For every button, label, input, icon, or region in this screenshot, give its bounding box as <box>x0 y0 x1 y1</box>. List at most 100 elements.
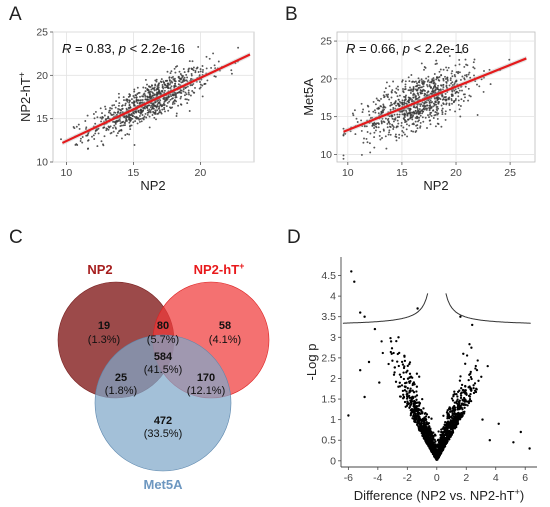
panel-b-point <box>388 129 391 132</box>
panel-a-point <box>183 71 186 74</box>
panel-b-point <box>406 135 409 138</box>
panel-a-point <box>136 93 139 95</box>
panel-b-point <box>385 147 388 150</box>
panel-b-ytick-label: 20 <box>320 73 332 85</box>
panel-d-point <box>400 384 404 387</box>
panel-d-point <box>452 420 456 423</box>
panel-a-point <box>151 94 154 97</box>
panel-a-point <box>172 78 175 81</box>
panel-d-point <box>428 425 431 428</box>
panel-b-point <box>396 113 399 116</box>
panel-d-point <box>467 401 470 404</box>
panel-d-point <box>422 407 425 410</box>
panel-a-point <box>190 72 193 75</box>
panel-b-point <box>428 94 431 97</box>
panel-d-ytick-label: 0.5 <box>321 435 336 447</box>
panel-a-point <box>206 79 209 82</box>
panel-a-point <box>170 80 173 83</box>
panel-b-point <box>407 107 410 110</box>
panel-b-point <box>458 108 461 111</box>
panel-d-point <box>465 354 469 357</box>
panel-b-point <box>425 99 428 102</box>
panel-a-point <box>182 79 185 82</box>
panel-b-point <box>401 130 404 132</box>
panel-b-point <box>380 122 383 125</box>
panel-b-point <box>409 86 411 89</box>
panel-b-point <box>429 123 432 126</box>
panel-d-point <box>441 432 444 435</box>
panel-a-point <box>178 70 181 73</box>
panel-a-point <box>119 120 121 122</box>
panel-d-point <box>459 394 463 397</box>
panel-b-point <box>421 90 424 92</box>
panel-b-point <box>398 104 401 107</box>
panel-a-point <box>124 102 127 105</box>
panel-a-point <box>128 121 131 124</box>
panel-a-point <box>109 112 112 115</box>
panel-b-letter: B <box>285 4 298 25</box>
panel-d-outlier-point <box>363 395 366 399</box>
panel-b-point <box>458 71 461 74</box>
panel-d-point <box>401 363 405 366</box>
panel-a-point <box>179 103 182 106</box>
panel-d-outlier-point <box>528 447 531 450</box>
panel-b-point <box>416 82 418 85</box>
panel-d-threshold-curve-right <box>445 293 531 324</box>
panel-d-point <box>416 422 419 425</box>
panel-b-point <box>468 71 471 74</box>
panel-b-point <box>450 82 453 85</box>
panel-b-point <box>404 80 407 83</box>
venn-label-np2-ht: NP2-hT+ <box>194 261 245 277</box>
panel-a-point <box>153 116 156 119</box>
panel-b-point <box>412 87 415 90</box>
panel-d-point <box>437 430 440 433</box>
panel-a-point <box>152 96 155 99</box>
panel-b-point <box>373 146 376 149</box>
panel-a-point <box>168 100 171 103</box>
panel-a-point <box>142 86 145 89</box>
venn-count-np2ht-met5a: 170 <box>197 372 215 384</box>
panel-d-point <box>426 435 429 438</box>
panel-b-point <box>418 84 421 87</box>
panel-b-point <box>411 98 413 101</box>
panel-b-point <box>402 91 405 94</box>
panel-a-point <box>128 118 131 121</box>
panel-b-point <box>428 116 430 119</box>
panel-b-point <box>451 70 454 73</box>
panel-d-xtick-label: 4 <box>493 472 499 484</box>
panel-a-point <box>148 115 151 118</box>
panel-b-point <box>404 98 407 101</box>
panel-d-point <box>427 441 430 444</box>
panel-b-point <box>454 92 457 95</box>
panel-b-point <box>455 79 458 82</box>
panel-b-point <box>429 99 432 102</box>
panel-a-point <box>167 109 170 112</box>
panel-d-point <box>454 406 457 409</box>
panel-b-point <box>437 102 440 104</box>
panel-b-gridlines <box>337 32 535 162</box>
panel-b-point <box>382 103 385 106</box>
panel-a-point <box>143 106 146 109</box>
panel-b-point <box>436 88 439 90</box>
panel-a-point <box>180 81 183 84</box>
panel-a-point <box>133 104 136 107</box>
panel-d-point <box>450 423 453 427</box>
panel-a-point <box>197 45 200 48</box>
panel-b-point <box>436 105 439 108</box>
panel-a-regression-line <box>61 53 251 144</box>
panel-a-point <box>199 81 201 83</box>
panel-a-point <box>116 114 119 116</box>
panel-b-point <box>411 90 414 93</box>
panel-b-point <box>362 141 365 144</box>
panel-b-point <box>461 89 463 92</box>
panel-a-point <box>115 134 118 137</box>
panel-a-point <box>125 98 128 101</box>
panel-a-point <box>157 99 160 102</box>
panel-b-point <box>432 109 434 112</box>
panel-b-point <box>373 109 376 112</box>
panel-d-point <box>432 451 435 454</box>
panel-a-point <box>85 126 88 129</box>
panel-a-point <box>151 87 154 90</box>
panel-d-point <box>447 413 450 416</box>
panel-d-point <box>462 396 466 400</box>
